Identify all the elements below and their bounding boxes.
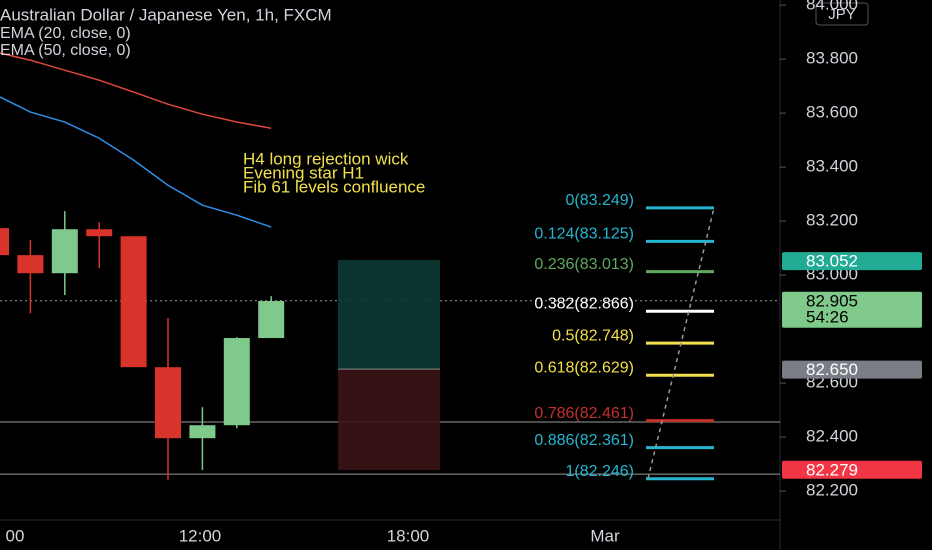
- profit-zone: [338, 260, 440, 370]
- candle-body: [86, 229, 113, 237]
- candle-body: [17, 255, 44, 274]
- price-badge: [782, 360, 922, 379]
- currency[interactable]: JPY: [828, 6, 856, 23]
- loss-zone: [338, 369, 440, 471]
- y-tick-label: 82.200: [806, 481, 858, 500]
- annotation: H4 long rejection wick: [243, 149, 409, 168]
- y-tick-label: 83.200: [806, 211, 858, 230]
- fib-label: 1(82.246): [566, 463, 635, 480]
- price-badge-label: 82.279: [806, 460, 858, 479]
- candle-body: [0, 228, 9, 256]
- annotation: Evening star H1: [243, 163, 364, 182]
- fib-trend: [647, 207, 715, 479]
- ema-line: [0, 52, 272, 129]
- fib-label: 0.124(83.125): [534, 226, 634, 243]
- x-tick-label: 12:00: [179, 526, 222, 545]
- fib-label: 0.886(82.361): [534, 432, 634, 449]
- annotation: Fib 61 levels confluence: [243, 177, 425, 196]
- legend-entry: EMA (20, close, 0): [0, 25, 131, 42]
- fib-label: 0.5(82.748): [552, 327, 634, 344]
- y-tick-label: 84.000: [806, 0, 858, 14]
- candle-body: [223, 338, 250, 426]
- x-tick-label: 18:00: [387, 526, 430, 545]
- legend-entry: EMA (50, close, 0): [0, 42, 131, 59]
- candle-body: [120, 236, 147, 368]
- candle-body: [51, 229, 78, 274]
- ema-line: [0, 96, 272, 228]
- y-tick-label: 83.800: [806, 49, 858, 68]
- price-badge-label: 82.905: [806, 291, 858, 310]
- chart-title: Australian Dollar / Japanese Yen, 1h, FX…: [0, 5, 332, 24]
- candle-body: [155, 367, 181, 439]
- fib-label: 0.236(83.013): [534, 256, 634, 273]
- price-badge: [782, 291, 922, 328]
- candle-body: [189, 425, 216, 439]
- x-tick-label: Mar: [590, 526, 620, 545]
- price-badge-label: 83.052: [806, 252, 858, 271]
- currency-box[interactable]: [815, 2, 869, 26]
- y-tick-label: 83.600: [806, 103, 858, 122]
- price-badge-label: 82.650: [806, 360, 858, 379]
- fib-label: 0.618(82.629): [534, 360, 634, 377]
- y-tick-label: 82.400: [806, 427, 858, 446]
- price-badge: [782, 252, 922, 271]
- price-badge: [782, 460, 922, 479]
- x-tick-label: 00: [6, 526, 25, 545]
- fib-label: 0.786(82.461): [534, 405, 634, 422]
- y-tick-label: 83.400: [806, 157, 858, 176]
- candle-body: [258, 301, 285, 339]
- fib-label: 0.382(82.866): [534, 296, 634, 313]
- countdown: 54:26: [806, 307, 849, 326]
- fib-label: 0(83.249): [566, 192, 635, 209]
